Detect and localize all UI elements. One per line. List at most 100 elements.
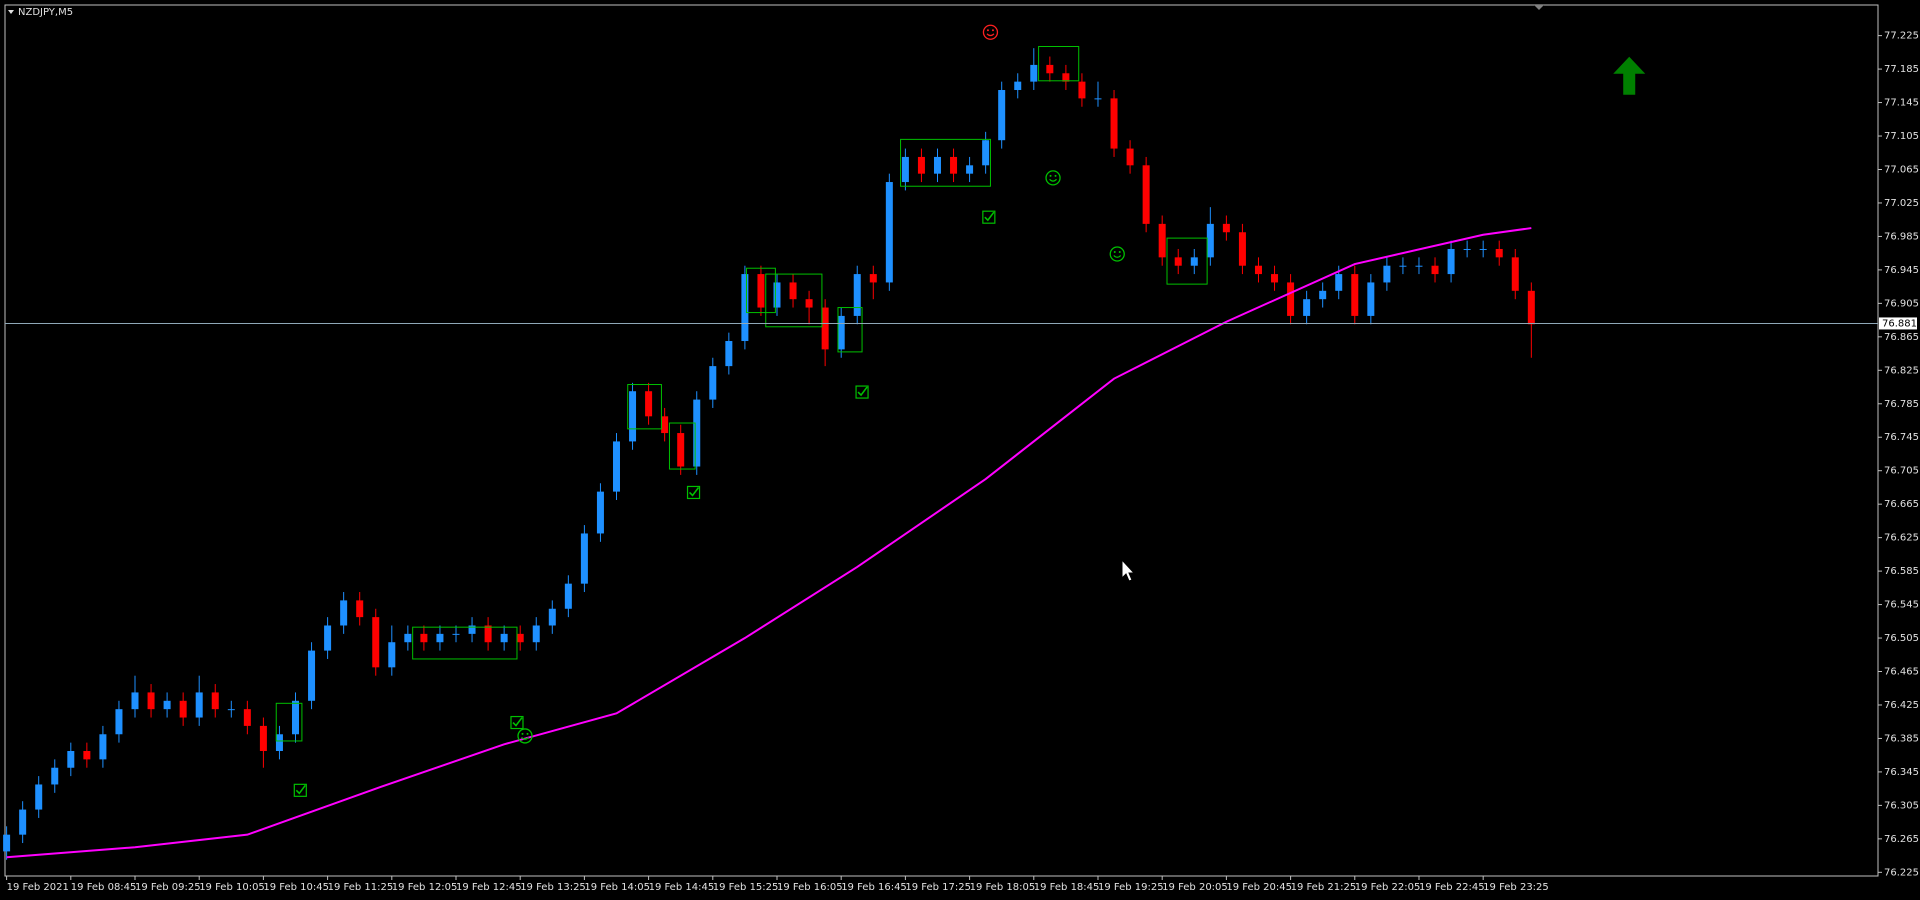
candle-body: [885, 182, 893, 283]
x-tick-label: 19 Feb 09:25: [135, 882, 201, 893]
candle-body: [1174, 257, 1182, 266]
pattern-box: [412, 626, 518, 660]
pattern-box: [275, 702, 303, 742]
signal-check: [982, 210, 996, 224]
y-tick-label: 77.225: [1884, 31, 1919, 42]
x-tick-label: 19 Feb 10:05: [199, 882, 265, 893]
candle-body: [1383, 265, 1391, 283]
smile-eye: [991, 29, 994, 32]
check-tick: [512, 717, 523, 727]
candle-body: [516, 633, 524, 643]
y-tick-label: 76.425: [1884, 700, 1919, 711]
y-tick-label: 76.465: [1884, 667, 1919, 678]
x-tick-label: 19 Feb 12:45: [456, 882, 522, 893]
candle-body: [484, 625, 492, 643]
signal-check: [293, 783, 307, 797]
candle-body: [1254, 265, 1262, 275]
candle-body: [1495, 248, 1503, 258]
y-tick-label: 76.305: [1884, 800, 1919, 811]
candle-body: [1271, 274, 1279, 283]
candle-body: [661, 416, 669, 434]
candle-body: [1094, 98, 1102, 100]
candle-body: [211, 692, 219, 710]
candle-body: [1511, 257, 1519, 291]
shift-marker[interactable]: [1534, 5, 1544, 10]
pattern-box: [900, 138, 991, 187]
signal-check: [686, 485, 701, 500]
y-tick-label: 76.505: [1884, 633, 1919, 644]
candle-body: [1287, 282, 1295, 316]
smile-eye: [1118, 251, 1121, 254]
candle-body: [773, 282, 781, 308]
candle-body: [99, 734, 107, 760]
candle-body: [1463, 248, 1471, 250]
x-tick-label: 19 Feb 12:05: [392, 882, 458, 893]
x-tick-label: 19 Feb 13:25: [520, 882, 586, 893]
check-box: [982, 210, 996, 224]
signal-arrow: [1613, 56, 1646, 95]
candle-body: [131, 692, 139, 710]
x-tick-label: 19 Feb 20:45: [1226, 882, 1292, 893]
candle-body: [1351, 274, 1359, 316]
arrow-up: [1613, 56, 1646, 95]
smile-face: [1045, 170, 1061, 186]
plot-frame: [4, 4, 1879, 877]
candle-body: [195, 692, 203, 718]
plot-layer: 77.225 77.185 77.145 77.105 77.065 77.025 76.9…: [3, 24, 1919, 893]
x-tick-label: 19 Feb 19:25: [1098, 882, 1164, 893]
candle-body: [1238, 232, 1246, 266]
candle-body: [468, 625, 476, 634]
check-tick: [984, 211, 995, 222]
candle-body: [805, 299, 813, 308]
x-tick-label: 19 Feb 16:05: [777, 882, 843, 893]
x-tick-label: 19 Feb 17:25: [905, 882, 971, 893]
candle-body: [356, 600, 364, 618]
candle-body: [629, 391, 637, 442]
pattern-box: [837, 307, 863, 353]
moving-average-line: [6, 227, 1532, 859]
y-tick-label: 76.865: [1884, 332, 1919, 343]
candle-body: [1527, 290, 1535, 325]
x-tick-label: 19 Feb 20:05: [1162, 882, 1228, 893]
check-tick: [857, 386, 868, 397]
candle-body: [1222, 223, 1230, 233]
x-tick-label: 19 Feb 14:05: [584, 882, 650, 893]
check-box: [686, 485, 701, 500]
candle-body: [837, 315, 845, 350]
candle-body: [950, 156, 958, 174]
x-tick-label: 19 Feb 11:25: [328, 882, 394, 893]
candle-body: [1399, 265, 1407, 267]
signal-smile: [1109, 246, 1125, 262]
smile-face: [1109, 246, 1125, 262]
candle-body: [596, 491, 604, 534]
candle-body: [789, 282, 797, 300]
symbol-label: NZDJPY,M5: [18, 7, 73, 18]
signal-check: [510, 715, 524, 730]
current-price-box: [1879, 317, 1917, 330]
x-tick-label: 19 Feb 22:45: [1419, 882, 1485, 893]
smile-eye: [986, 29, 989, 32]
x-tick-label: 19 Feb 21:25: [1291, 882, 1357, 893]
candle-body: [853, 274, 861, 316]
pattern-box: [765, 273, 823, 328]
candle-body: [19, 809, 27, 835]
pattern-box: [1166, 237, 1208, 285]
candle-body: [275, 734, 283, 751]
candle-body: [1158, 223, 1166, 258]
menu-triangle[interactable]: [8, 10, 14, 14]
candle-body: [147, 692, 155, 710]
check-box: [510, 715, 524, 730]
signal-smile: [517, 728, 533, 744]
candle-body: [291, 700, 299, 735]
y-tick-label: 76.985: [1884, 231, 1919, 242]
smile-face: [517, 728, 533, 744]
y-tick-label: 77.105: [1884, 131, 1919, 142]
smile-mouth: [986, 33, 995, 37]
candle-body: [998, 90, 1006, 141]
candle-body: [1110, 98, 1118, 149]
y-tick-label: 76.665: [1884, 499, 1919, 510]
candle-body: [1415, 265, 1423, 267]
candle-body: [580, 533, 588, 584]
pattern-box: [1038, 46, 1080, 82]
